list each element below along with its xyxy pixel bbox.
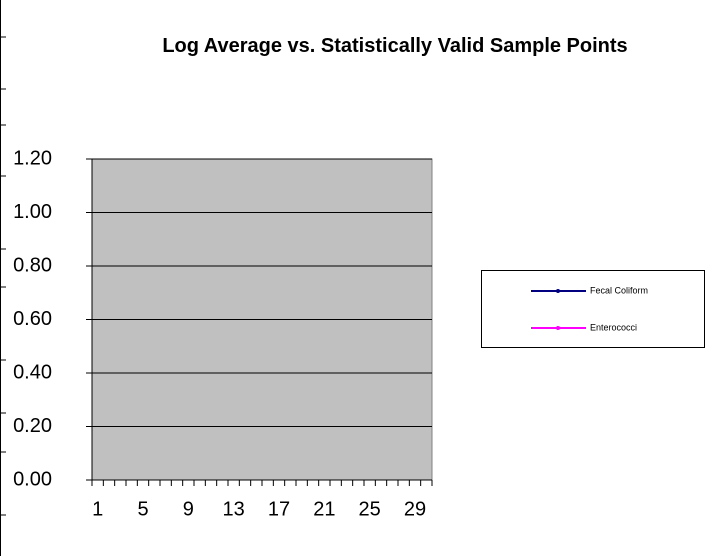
x-tick-label: 13	[223, 498, 245, 520]
x-tick-label: 21	[313, 498, 335, 520]
y-tick-label: 1.20	[13, 147, 52, 169]
legend-marker	[556, 289, 560, 293]
x-tick-label: 5	[137, 498, 148, 520]
legend-label: Fecal Coliform	[590, 285, 648, 295]
x-tick-label: 25	[359, 498, 381, 520]
chart-title: Log Average vs. Statistically Valid Samp…	[162, 35, 628, 57]
x-tick-label: 29	[404, 498, 426, 520]
legend-marker	[556, 326, 560, 330]
y-tick-label: 0.20	[13, 415, 52, 437]
y-tick-label: 0.00	[13, 468, 52, 490]
x-tick-label: 9	[183, 498, 194, 520]
x-tick-label: 1	[92, 498, 103, 520]
y-tick-label: 1.00	[13, 201, 52, 223]
x-tick-label: 17	[268, 498, 290, 520]
y-tick-label: 0.80	[13, 254, 52, 276]
legend-box	[481, 270, 705, 348]
sheet-edge	[0, 0, 6, 556]
y-tick-label: 0.40	[13, 361, 52, 383]
legend-label: Enterococci	[590, 322, 637, 332]
y-tick-label: 0.60	[13, 308, 52, 330]
